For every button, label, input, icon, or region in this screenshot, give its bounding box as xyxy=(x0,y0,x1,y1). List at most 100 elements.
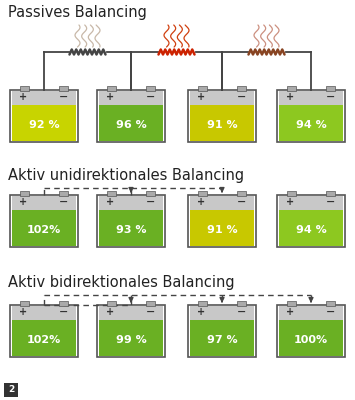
Text: +: + xyxy=(286,92,294,102)
Text: +: + xyxy=(286,197,294,207)
Bar xyxy=(326,86,335,91)
Text: 102%: 102% xyxy=(27,335,61,345)
Bar xyxy=(99,105,163,141)
Bar xyxy=(198,191,207,196)
Text: +: + xyxy=(106,307,114,317)
Bar xyxy=(279,196,343,210)
Text: 93 %: 93 % xyxy=(116,225,146,235)
Text: −: − xyxy=(146,307,156,317)
Bar xyxy=(12,105,76,141)
Bar xyxy=(97,195,165,247)
Text: Aktiv bidirektionales Balancing: Aktiv bidirektionales Balancing xyxy=(8,275,235,290)
Bar xyxy=(277,305,345,357)
Bar xyxy=(279,306,343,320)
Text: −: − xyxy=(146,197,156,207)
Bar xyxy=(146,301,155,306)
Bar xyxy=(10,195,78,247)
Text: +: + xyxy=(19,197,27,207)
Text: −: − xyxy=(326,307,336,317)
Bar xyxy=(12,306,76,320)
Text: +: + xyxy=(197,92,205,102)
Bar xyxy=(20,301,29,306)
Bar xyxy=(188,90,256,142)
Bar xyxy=(99,210,163,246)
Bar xyxy=(188,305,256,357)
Bar xyxy=(12,210,76,246)
Bar xyxy=(237,191,246,196)
Bar xyxy=(97,305,165,357)
Bar xyxy=(97,90,165,142)
Bar xyxy=(12,196,76,210)
Text: 97 %: 97 % xyxy=(207,335,237,345)
Bar xyxy=(279,105,343,141)
Text: Aktiv unidirektionales Balancing: Aktiv unidirektionales Balancing xyxy=(8,168,244,183)
Bar xyxy=(237,86,246,91)
Bar xyxy=(59,86,68,91)
Bar xyxy=(146,86,155,91)
Bar xyxy=(59,301,68,306)
Text: +: + xyxy=(19,92,27,102)
Bar xyxy=(237,301,246,306)
Bar xyxy=(190,105,254,141)
Bar xyxy=(188,195,256,247)
Bar xyxy=(190,91,254,104)
Bar xyxy=(12,91,76,104)
Bar xyxy=(277,195,345,247)
Text: −: − xyxy=(326,197,336,207)
Text: +: + xyxy=(197,307,205,317)
Text: −: − xyxy=(237,92,247,102)
Text: 96 %: 96 % xyxy=(116,120,146,130)
Bar xyxy=(287,191,296,196)
Bar xyxy=(146,191,155,196)
Bar xyxy=(287,86,296,91)
Text: −: − xyxy=(237,197,247,207)
Text: −: − xyxy=(59,92,69,102)
Text: 91 %: 91 % xyxy=(207,225,237,235)
Text: +: + xyxy=(19,307,27,317)
Bar xyxy=(99,320,163,356)
Bar xyxy=(190,320,254,356)
Bar xyxy=(279,210,343,246)
Text: +: + xyxy=(106,92,114,102)
Text: −: − xyxy=(237,307,247,317)
Bar xyxy=(107,86,116,91)
Bar xyxy=(99,306,163,320)
Bar xyxy=(10,90,78,142)
Text: 92 %: 92 % xyxy=(29,120,59,130)
Bar xyxy=(190,306,254,320)
Bar xyxy=(10,305,78,357)
Bar xyxy=(326,191,335,196)
Bar xyxy=(20,191,29,196)
Bar xyxy=(4,383,18,397)
Bar xyxy=(107,191,116,196)
Bar xyxy=(279,320,343,356)
Text: 2: 2 xyxy=(8,386,14,394)
Bar xyxy=(190,210,254,246)
Bar xyxy=(107,301,116,306)
Bar xyxy=(287,301,296,306)
Text: 94 %: 94 % xyxy=(296,225,326,235)
Bar xyxy=(12,320,76,356)
Text: 99 %: 99 % xyxy=(116,335,146,345)
Bar xyxy=(279,91,343,104)
Bar xyxy=(198,301,207,306)
Text: −: − xyxy=(146,92,156,102)
Text: +: + xyxy=(286,307,294,317)
Text: 100%: 100% xyxy=(294,335,328,345)
Text: −: − xyxy=(59,307,69,317)
Bar xyxy=(20,86,29,91)
Bar xyxy=(59,191,68,196)
Bar xyxy=(190,196,254,210)
Text: +: + xyxy=(197,197,205,207)
Text: 91 %: 91 % xyxy=(207,120,237,130)
Bar xyxy=(277,90,345,142)
Text: −: − xyxy=(326,92,336,102)
Text: +: + xyxy=(106,197,114,207)
Bar xyxy=(99,196,163,210)
Bar xyxy=(99,91,163,104)
Text: −: − xyxy=(59,197,69,207)
Text: 94 %: 94 % xyxy=(296,120,326,130)
Text: 102%: 102% xyxy=(27,225,61,235)
Bar xyxy=(198,86,207,91)
Bar xyxy=(326,301,335,306)
